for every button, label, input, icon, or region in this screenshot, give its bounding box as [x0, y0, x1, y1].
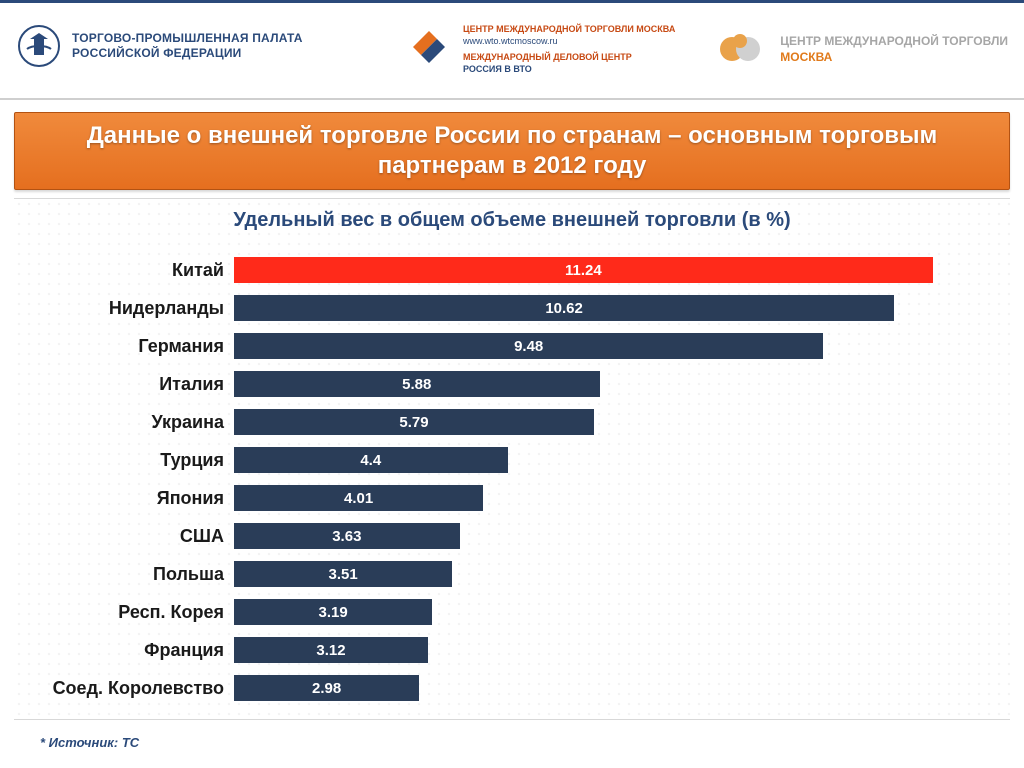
- bar-category-label: Украина: [44, 412, 234, 433]
- bar-value-label: 9.48: [514, 338, 543, 355]
- bar-fill: 3.19: [234, 599, 432, 625]
- bar-track: 4.4: [234, 447, 980, 473]
- bar-fill: 3.63: [234, 523, 460, 549]
- bar-value-label: 5.79: [399, 414, 428, 431]
- wto-center-logo-icon: [405, 23, 453, 71]
- bar-fill: 11.24: [234, 257, 933, 283]
- bar-track: 11.24: [234, 257, 980, 283]
- bar-track: 3.51: [234, 561, 980, 587]
- bar-category-label: Польша: [44, 564, 234, 585]
- bar-track: 3.12: [234, 637, 980, 663]
- org-mid-l2: www.wto.wtcmoscow.ru: [463, 35, 675, 47]
- bar-category-label: Нидерланды: [44, 298, 234, 319]
- header: ТОРГОВО-ПРОМЫШЛЕННАЯ ПАЛАТА РОССИЙСКОЙ Ф…: [0, 0, 1024, 100]
- bar-value-label: 11.24: [565, 262, 602, 279]
- bar-value-label: 3.51: [329, 566, 358, 583]
- bar-row: Турция 4.4: [44, 443, 980, 477]
- chart-area: Удельный вес в общем объеме внешней торг…: [14, 198, 1010, 720]
- bar-value-label: 4.01: [344, 490, 373, 507]
- bar-fill: 9.48: [234, 333, 823, 359]
- bar-row: Италия 5.88: [44, 367, 980, 401]
- bar-track: 5.88: [234, 371, 980, 397]
- bar-track: 5.79: [234, 409, 980, 435]
- bar-fill: 2.98: [234, 675, 419, 701]
- bar-value-label: 10.62: [545, 300, 583, 317]
- bar-track: 3.63: [234, 523, 980, 549]
- bar-value-label: 5.88: [402, 376, 431, 393]
- source-footnote: * Источник: ТС: [40, 735, 139, 750]
- bar-track: 3.19: [234, 599, 980, 625]
- org-mid-l3: МЕЖДУНАРОДНЫЙ ДЕЛОВОЙ ЦЕНТР: [463, 51, 675, 63]
- tpp-logo-icon: [18, 25, 60, 67]
- bar-category-label: Турция: [44, 450, 234, 471]
- bar-fill: 10.62: [234, 295, 894, 321]
- bar-value-label: 3.12: [316, 642, 345, 659]
- bar-row: Япония 4.01: [44, 481, 980, 515]
- bar-fill: 5.79: [234, 409, 594, 435]
- bar-row: Польша 3.51: [44, 557, 980, 591]
- bar-fill: 4.01: [234, 485, 483, 511]
- bar-row: США 3.63: [44, 519, 980, 553]
- slide-title: Данные о внешней торговле России по стра…: [39, 121, 985, 181]
- org-mid: ЦЕНТР МЕЖДУНАРОДНОЙ ТОРГОВЛИ МОСКВА www.…: [405, 23, 675, 76]
- bar-fill: 3.12: [234, 637, 428, 663]
- bar-value-label: 3.19: [319, 604, 348, 621]
- org-left: ТОРГОВО-ПРОМЫШЛЕННАЯ ПАЛАТА РОССИЙСКОЙ Ф…: [18, 25, 303, 67]
- bar-value-label: 4.4: [360, 452, 381, 469]
- bar-fill: 4.4: [234, 447, 508, 473]
- chart-subtitle: Удельный вес в общем объеме внешней торг…: [14, 209, 1010, 232]
- org-right-line1: ЦЕНТР МЕЖДУНАРОДНОЙ ТОРГОВЛИ: [780, 33, 1008, 49]
- org-right-line2: МОСКВА: [780, 49, 1008, 65]
- wtc-moscow-logo-icon: [714, 31, 770, 67]
- bar-track: 4.01: [234, 485, 980, 511]
- bar-category-label: Италия: [44, 374, 234, 395]
- bar-row: Украина 5.79: [44, 405, 980, 439]
- org-left-line2: РОССИЙСКОЙ ФЕДЕРАЦИИ: [72, 46, 303, 61]
- bar-value-label: 3.63: [332, 528, 361, 545]
- bar-row: Соед. Королевство 2.98: [44, 671, 980, 705]
- bar-category-label: Япония: [44, 488, 234, 509]
- title-band: Данные о внешней торговле России по стра…: [14, 112, 1010, 190]
- bar-category-label: Респ. Корея: [44, 602, 234, 623]
- bar-row: Нидерланды 10.62: [44, 291, 980, 325]
- bar-row: Респ. Корея 3.19: [44, 595, 980, 629]
- bar-category-label: Соед. Королевство: [44, 678, 234, 699]
- bar-row: Франция 3.12: [44, 633, 980, 667]
- bar-track: 2.98: [234, 675, 980, 701]
- bar-category-label: Германия: [44, 336, 234, 357]
- slide: ТОРГОВО-ПРОМЫШЛЕННАЯ ПАЛАТА РОССИЙСКОЙ Ф…: [0, 0, 1024, 768]
- org-right: ЦЕНТР МЕЖДУНАРОДНОЙ ТОРГОВЛИ МОСКВА: [714, 31, 1008, 67]
- bar-list: Китай 11.24 Нидерланды 10.62 Германия 9.48 Ита…: [44, 253, 980, 709]
- bar-category-label: Китай: [44, 260, 234, 281]
- org-mid-l4: РОССИЯ В ВТО: [463, 63, 675, 75]
- bar-row: Китай 11.24: [44, 253, 980, 287]
- bar-fill: 5.88: [234, 371, 600, 397]
- org-left-line1: ТОРГОВО-ПРОМЫШЛЕННАЯ ПАЛАТА: [72, 31, 303, 46]
- bar-category-label: США: [44, 526, 234, 547]
- org-mid-l1: ЦЕНТР МЕЖДУНАРОДНОЙ ТОРГОВЛИ МОСКВА: [463, 23, 675, 35]
- bar-value-label: 2.98: [312, 680, 341, 697]
- bar-category-label: Франция: [44, 640, 234, 661]
- bar-row: Германия 9.48: [44, 329, 980, 363]
- bar-track: 10.62: [234, 295, 980, 321]
- bar-track: 9.48: [234, 333, 980, 359]
- bar-fill: 3.51: [234, 561, 452, 587]
